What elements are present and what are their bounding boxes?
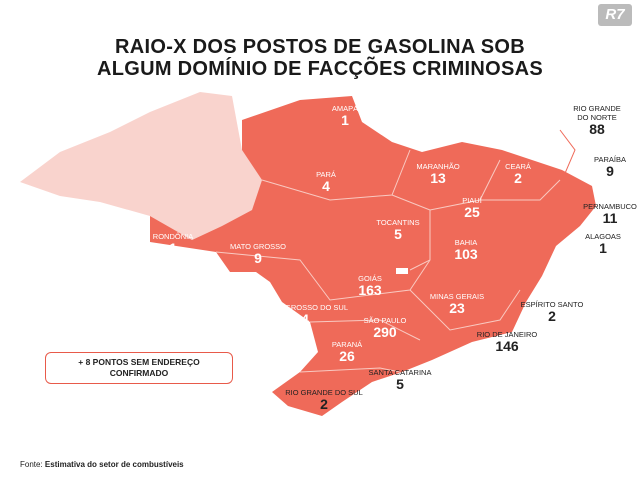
state-count: 103 [454,246,478,262]
logo: R7 [598,4,632,26]
brazil-states [150,96,596,416]
state-name: MINAS GERAIS [429,292,485,301]
title: RAIO-X DOS POSTOS DE GASOLINA SOB ALGUM … [0,36,640,80]
state-label: RIO GRANDE DO NORTE 88 [567,104,627,137]
state-label: BAHIA 103 [454,238,477,262]
state-name: TOCANTINS [376,218,420,227]
state-label: ALAGOAS 1 [585,232,621,256]
source: Fonte: Estimativa do setor de combustíve… [20,460,184,469]
state-label: AMAPÁ 1 [332,104,358,128]
state-label: GOIÁS 163 [358,274,382,298]
df [396,268,408,274]
state-label: MARANHÃO 13 [416,162,459,186]
source-text: Estimativa do setor de combustíveis [44,460,184,469]
state-count: 163 [358,282,382,298]
state-name: GOIÁS [358,274,382,283]
state-count: 9 [254,250,262,266]
state-label: MATO GROSSO DO SUL 4 [262,303,348,327]
state-count: 2 [548,308,556,324]
state-name: PARAÍBA [594,155,626,164]
state-label: SANTA CATARINA 5 [369,368,432,392]
state-count: 5 [396,376,404,392]
state-name: RIO GRANDE DO SUL [285,388,363,397]
state-label: RIO GRANDE DO SUL 2 [285,388,363,412]
state-count: 146 [495,338,519,354]
state-count: 2 [320,396,328,412]
state-count: 4 [322,178,330,194]
state-name: ALAGOAS [585,232,621,241]
state-name: AMAPÁ [331,104,359,113]
state-name: CEARÁ [505,162,531,171]
state-label: PIAUÍ 25 [462,196,482,220]
state-count: 5 [394,226,402,242]
title-line: ALGUM DOMÍNIO DE FACÇÕES CRIMINOSAS [96,58,544,80]
state-count: 1 [599,240,607,256]
state-name: PERNAMBUCO [583,202,637,211]
state-count: 2 [514,170,522,186]
amazon-region [20,92,262,240]
state-name: ESPÍRITO SANTO [520,300,584,309]
note: + 8 PONTOS SEM ENDEREÇO CONFIRMADO [45,352,233,384]
state-count: 4 [301,311,309,327]
state-count: 25 [464,204,480,220]
state-count: 26 [339,348,355,364]
state-name: PARANÁ [331,340,363,349]
state-count: 23 [449,300,465,316]
state-name: SÃO PAULO [363,316,407,325]
state-label: PERNAMBUCO 11 [583,202,637,226]
state-count: 88 [589,121,605,137]
title-line: RAIO-X DOS POSTOS DE GASOLINA SOB [115,36,525,58]
state-name: PIAUÍ [462,196,482,205]
state-label: PARAÍBA 9 [594,155,626,179]
state-name: MATO GROSSO [230,242,286,251]
state-count: 1 [341,112,349,128]
state-name: PARÁ [316,170,336,179]
state-label: PARANÁ 26 [332,340,362,364]
state-count: 290 [373,324,397,340]
state-name: RIO DE JANEIRO [476,330,538,339]
state-name: MATO GROSSO DO SUL [262,303,348,312]
leader-line [559,129,576,186]
state-borders [215,149,561,373]
state-label: PARÁ 4 [316,170,336,194]
state-label: CEARÁ 2 [505,162,531,186]
state-name: MARANHÃO [416,162,460,171]
state-count: 9 [606,163,614,179]
state-label: ESPÍRITO SANTO 2 [521,300,584,324]
state-count: 13 [430,170,446,186]
source-label: Fonte: [20,460,43,469]
state-label: RONDÔNIA 1 [153,232,193,256]
state-count: 11 [602,210,618,226]
state-name: BAHIA [454,238,478,247]
state-label: TOCANTINS 5 [376,218,419,242]
state-count: 1 [169,240,177,256]
state-name: RONDÔNIA [152,232,194,241]
state-label: SÃO PAULO 290 [364,316,407,340]
state-name: RIO GRANDE DO NORTE [573,104,621,122]
state-name: SANTA CATARINA [368,368,432,377]
state-label: MATO GROSSO 9 [230,242,286,266]
state-label: MINAS GERAIS 23 [430,292,484,316]
state-label: RIO DE JANEIRO 146 [477,330,537,354]
